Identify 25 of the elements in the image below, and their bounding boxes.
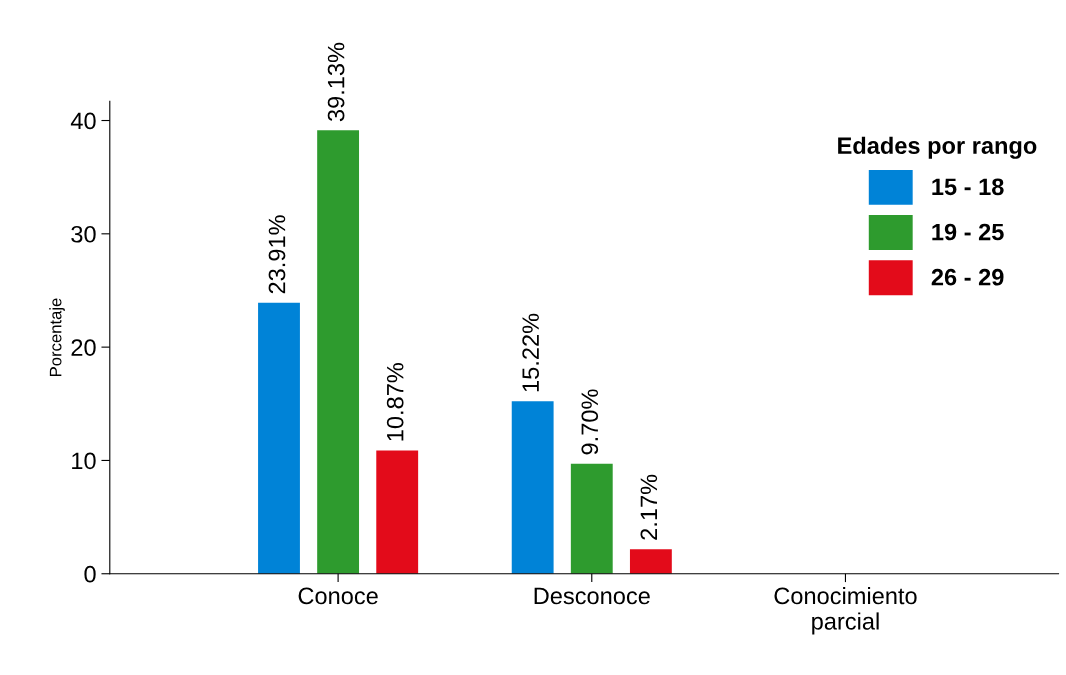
y-tick-label: 10: [72, 452, 96, 470]
data-label: 23.91%: [268, 215, 286, 294]
bar: [570, 463, 613, 574]
data-label: 39.13%: [327, 42, 345, 122]
data-label: 15.22%: [522, 313, 540, 392]
bar: [629, 549, 672, 574]
y-tick-label: 30: [71, 225, 96, 243]
bar: [258, 302, 300, 574]
legend-label: 26 - 29: [931, 268, 1004, 286]
data-label: 9.70%: [581, 389, 599, 455]
y-tick-label: 20: [71, 339, 96, 356]
legend-title: Edades por rango: [838, 136, 1037, 159]
y-tick-label: 40: [70, 112, 96, 130]
x-tick-label: Conocimiento parcial: [774, 586, 917, 635]
legend-label: 15 - 18: [932, 178, 1004, 196]
bar: [376, 450, 419, 574]
y-tick-label: 0: [84, 565, 96, 583]
bar: [511, 401, 554, 574]
data-label: 10.87%: [386, 363, 404, 441]
x-tick-label: Conoce: [298, 587, 378, 605]
y-axis-title: Porcentaje: [49, 298, 65, 376]
bar: [317, 130, 360, 574]
x-tick-label: Desconoce: [534, 587, 650, 605]
legend-label: 19 - 25: [932, 223, 1004, 241]
data-label: 2.17%: [640, 474, 658, 540]
